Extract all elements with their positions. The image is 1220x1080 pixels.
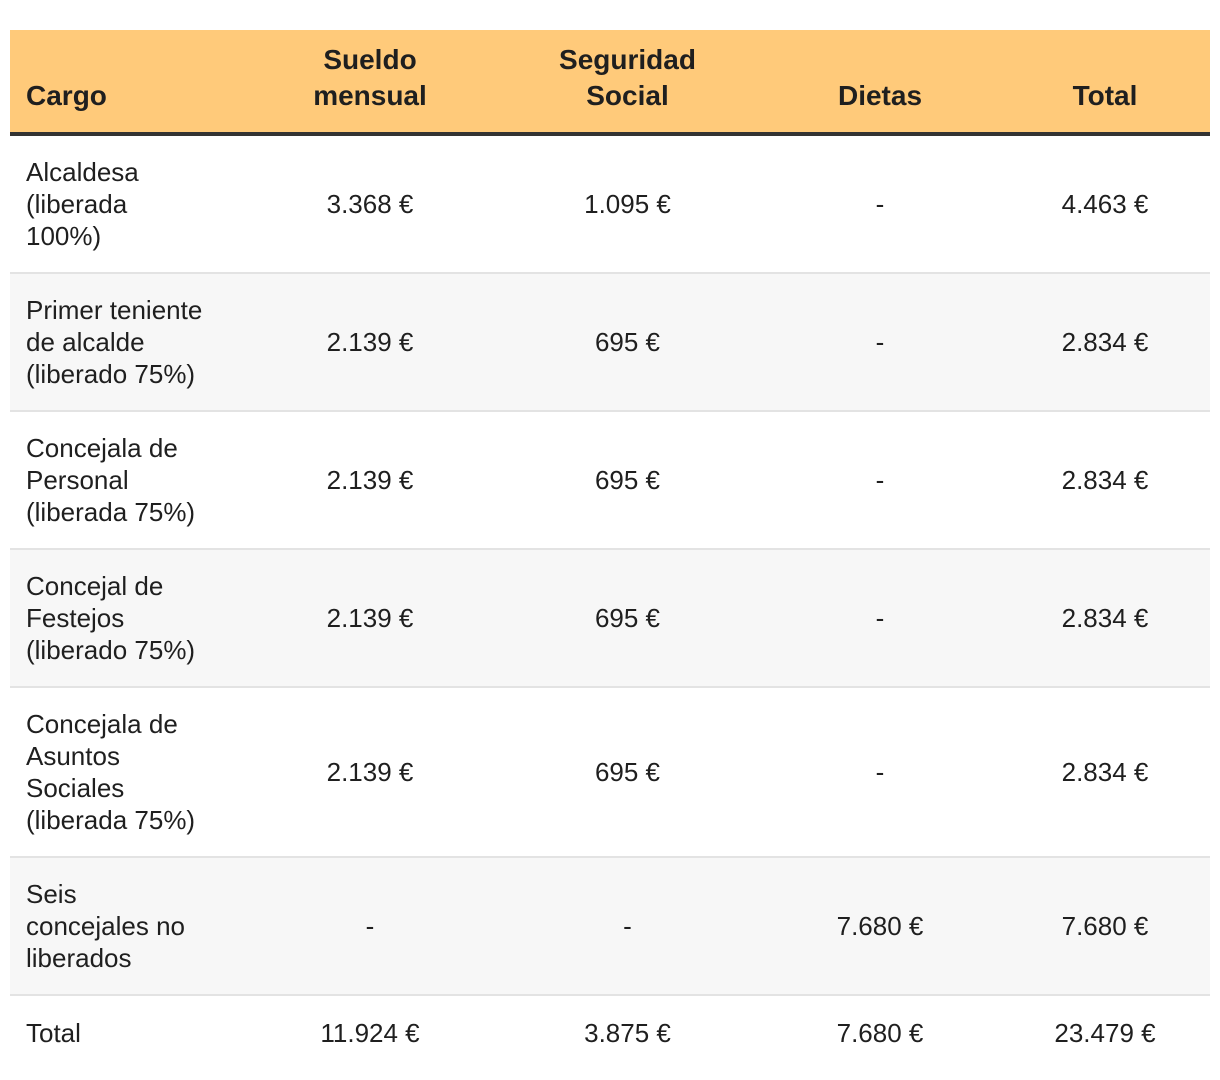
cargo-line: Asuntos bbox=[26, 741, 120, 771]
cargo-line: (liberada 75%) bbox=[26, 497, 196, 527]
cell-total: 4.463 € bbox=[1000, 134, 1210, 274]
header-seguridad: Seguridad Social bbox=[495, 30, 760, 136]
header-row: Cargo Sueldo mensual Seguridad Social Diet… bbox=[10, 30, 1210, 136]
header-cargo-label: Cargo bbox=[26, 80, 107, 111]
header-dietas-label: Dietas bbox=[837, 80, 923, 111]
header-sueldo-line2: mensual bbox=[313, 80, 427, 111]
cell-sueldo: 2.139 € bbox=[245, 411, 495, 550]
totals-row: Total 11.924 € 3.875 € 7.680 € 23.479 € bbox=[10, 995, 1210, 1070]
cargo-line: Seis bbox=[26, 879, 77, 909]
cargo-line: liberados bbox=[26, 943, 132, 973]
cargo-line: Concejala de bbox=[26, 433, 178, 463]
cargo-line: Concejala de bbox=[26, 709, 178, 739]
table-row: Primer teniente de alcalde (liberado 75%) … bbox=[10, 273, 1210, 412]
cargo-line: de alcalde bbox=[26, 327, 145, 357]
cell-sueldo: 3.368 € bbox=[245, 134, 495, 274]
cell-seguridad: 1.095 € bbox=[495, 134, 760, 274]
cell-seguridad: 695 € bbox=[495, 411, 760, 550]
cell-total: 2.834 € bbox=[1000, 549, 1210, 688]
salary-table: Cargo Sueldo mensual Seguridad Social Diet… bbox=[10, 30, 1210, 1070]
totals-label: Total bbox=[26, 1018, 81, 1048]
table-row: Concejal de Festejos (liberado 75%) 2.139 … bbox=[10, 549, 1210, 688]
salary-table-container: Cargo Sueldo mensual Seguridad Social Diet… bbox=[10, 30, 1210, 1070]
cargo-line: Festejos bbox=[26, 603, 125, 633]
totals-seguridad: 3.875 € bbox=[584, 1018, 671, 1048]
header-sueldo: Sueldo mensual bbox=[245, 30, 495, 136]
cell-dietas: - bbox=[760, 549, 1000, 688]
cargo-line: Personal bbox=[26, 465, 129, 495]
totals-total: 23.479 € bbox=[1054, 1018, 1156, 1048]
cell-total: 7.680 € bbox=[1000, 857, 1210, 996]
header-total-label: Total bbox=[1072, 80, 1138, 111]
header-seguridad-line1: Seguridad bbox=[559, 44, 696, 75]
cargo-line: (liberada bbox=[26, 189, 128, 219]
header-cargo: Cargo bbox=[10, 30, 245, 136]
cell-total: 2.834 € bbox=[1000, 411, 1210, 550]
cell-sueldo: 2.139 € bbox=[245, 687, 495, 858]
cell-seguridad: 695 € bbox=[495, 273, 760, 412]
table-body: Alcaldesa (liberada 100%) 3.368 € 1.095 € … bbox=[10, 134, 1210, 1070]
cell-cargo: Concejal de Festejos (liberado 75%) bbox=[10, 549, 245, 688]
totals-dietas: 7.680 € bbox=[836, 1018, 924, 1048]
cell-cargo: Primer teniente de alcalde (liberado 75%) bbox=[10, 273, 245, 412]
cargo-line: Primer teniente bbox=[26, 295, 203, 325]
table-header: Cargo Sueldo mensual Seguridad Social Diet… bbox=[10, 30, 1210, 136]
table-row: Alcaldesa (liberada 100%) 3.368 € 1.095 € … bbox=[10, 134, 1210, 274]
cargo-line: Alcaldesa bbox=[26, 157, 139, 187]
cargo-line: Sociales bbox=[26, 773, 125, 803]
header-total: Total bbox=[1000, 30, 1210, 136]
cargo-line: (liberado 75%) bbox=[26, 359, 196, 389]
cell-cargo: Alcaldesa (liberada 100%) bbox=[10, 134, 245, 274]
cargo-line: 100%) bbox=[26, 221, 102, 251]
cell-seguridad: 695 € bbox=[495, 687, 760, 858]
table-row: Concejala de Personal (liberada 75%) 2.139… bbox=[10, 411, 1210, 550]
header-sueldo-line1: Sueldo bbox=[323, 44, 417, 75]
cell-dietas: 7.680 € bbox=[760, 857, 1000, 996]
totals-sueldo: 11.924 € bbox=[320, 1018, 420, 1048]
cargo-line: (liberada 75%) bbox=[26, 805, 196, 835]
table-row: Seis concejales no liberados - - 7.680 € 7… bbox=[10, 857, 1210, 996]
cargo-line: concejales no bbox=[26, 911, 185, 941]
cell-cargo: Concejala de Personal (liberada 75%) bbox=[10, 411, 245, 550]
cell-dietas: - bbox=[760, 687, 1000, 858]
table-row: Concejala de Asuntos Sociales (liberada 75%… bbox=[10, 687, 1210, 858]
cell-seguridad: 695 € bbox=[495, 549, 760, 688]
cell-cargo: Seis concejales no liberados bbox=[10, 857, 245, 996]
header-seguridad-line2: Social bbox=[586, 80, 669, 111]
cell-dietas: - bbox=[760, 273, 1000, 412]
cargo-line: (liberado 75%) bbox=[26, 635, 196, 665]
cargo-line: Concejal de bbox=[26, 571, 164, 601]
cell-sueldo: 2.139 € bbox=[245, 549, 495, 688]
cell-total: 2.834 € bbox=[1000, 687, 1210, 858]
cell-sueldo: 2.139 € bbox=[245, 273, 495, 412]
cell-seguridad: - bbox=[495, 857, 760, 996]
cell-cargo: Concejala de Asuntos Sociales (liberada 75%… bbox=[10, 687, 245, 858]
cell-total: 2.834 € bbox=[1000, 273, 1210, 412]
cell-sueldo: - bbox=[245, 857, 495, 996]
header-dietas: Dietas bbox=[760, 30, 1000, 136]
cell-dietas: - bbox=[760, 134, 1000, 274]
cell-dietas: - bbox=[760, 411, 1000, 550]
